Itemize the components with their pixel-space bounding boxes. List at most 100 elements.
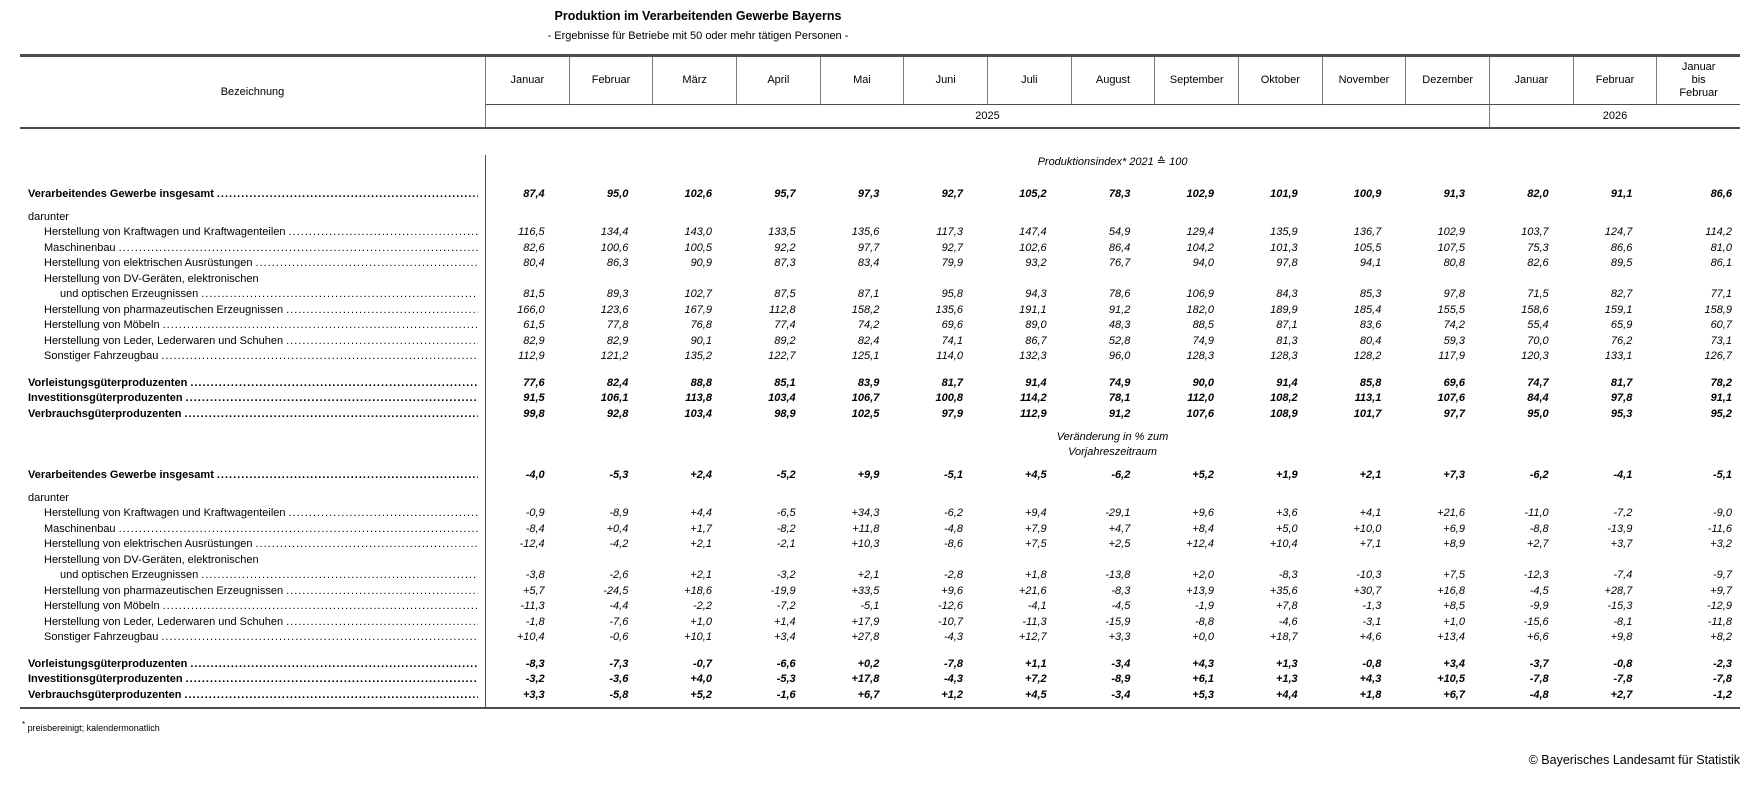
table-cell: -5,1 (860, 600, 880, 612)
table-cell: 88,5 (1192, 319, 1214, 331)
table-cell: +10,1 (684, 631, 712, 643)
table-cell: 61,5 (523, 319, 545, 331)
table-cell: 102,5 (851, 407, 880, 420)
row-label: Herstellung von elektrischen Ausrüstunge… (20, 256, 485, 272)
table-cell: 97,8 (1443, 288, 1465, 300)
row-label: Herstellung von Leder, Lederwaren und Sc… (20, 334, 485, 350)
table-cell: -1,2 (1713, 688, 1732, 701)
table-cell: 82,4 (857, 334, 880, 347)
table-cell: 77,8 (606, 319, 629, 331)
row-label: Investitionsgüterproduzenten (20, 391, 485, 407)
copyright-notice: © Bayerisches Landesamt für Statistik (1528, 753, 1740, 767)
table-cell: 158,9 (1704, 303, 1732, 316)
table-cell: 78,3 (1108, 188, 1131, 200)
table-cell: +4,4 (1275, 688, 1298, 701)
table-cell: +0,4 (606, 522, 629, 535)
table-cell: +5,7 (522, 584, 545, 597)
table-cell: +6,6 (1526, 631, 1549, 643)
table-cell: +4,5 (1024, 688, 1047, 701)
row-label-text: Verbrauchsgüterproduzenten (28, 407, 182, 420)
table-cell: 107,6 (1437, 392, 1465, 404)
table-cell: 82,7 (1610, 288, 1633, 300)
table-cell: 114,2 (1705, 226, 1732, 238)
row-label-text: Sonstiger Fahrzeugbau (44, 631, 159, 643)
table-cell: 117,9 (1438, 350, 1465, 362)
section-caption: Veränderung in % zum Vorjahreszeitraum (485, 430, 1740, 460)
table-cell: 82,9 (523, 334, 545, 347)
table-cell: -12,6 (937, 600, 963, 612)
table-cell: 69,6 (941, 319, 963, 331)
year-header-2025: 2025 (485, 105, 1489, 127)
table-cell: 91,1 (1710, 392, 1732, 404)
table-cell: 133,1 (1604, 350, 1633, 362)
dot-leader (163, 599, 478, 615)
table-cell: +13,9 (1186, 584, 1214, 597)
table-cell: -19,9 (770, 584, 796, 597)
table-cell: 121,2 (600, 350, 629, 362)
table-row: Sonstiger Fahrzeugbau +10,4 -0,6 +10,1 +3,4 +… (20, 630, 1740, 646)
table-cell: +2,0 (1192, 569, 1214, 581)
table-cell: -3,7 (1529, 657, 1549, 670)
table-cell: 81,7 (1610, 376, 1633, 389)
row-label-text: Investitionsgüterproduzenten (28, 392, 183, 404)
table-cell: -3,6 (609, 673, 629, 685)
table-cell: +1,8 (1359, 688, 1382, 701)
table-cell: 92,2 (774, 241, 796, 254)
row-label-text: Herstellung von Kraftwagen und Kraftwage… (44, 507, 286, 519)
dot-leader (286, 584, 478, 600)
table-cell: 95,8 (941, 288, 963, 300)
table-cell: 78,1 (1108, 392, 1131, 404)
table-cell: +1,3 (1275, 657, 1298, 670)
dot-leader (286, 615, 478, 631)
dot-leader (256, 537, 478, 553)
row-label: Herstellung von DV-Geräten, elektronisch… (20, 272, 485, 288)
dot-leader (256, 256, 478, 272)
table-cell: 59,3 (1443, 334, 1465, 347)
table-cell: -5,1 (1713, 469, 1732, 481)
table-cell: 106,9 (1186, 288, 1214, 300)
table-cell: +10,3 (851, 538, 880, 550)
table-cell: -29,1 (1105, 507, 1131, 519)
table-cell: +8,5 (1443, 600, 1465, 612)
table-cell: 80,8 (1443, 257, 1465, 269)
table-cell: 100,5 (684, 241, 712, 254)
table-cell: -6,2 (1529, 469, 1549, 481)
table-cell: 133,5 (768, 226, 796, 238)
table-cell: 81,7 (941, 376, 963, 389)
table-cell: +1,9 (1275, 469, 1298, 481)
table-cell: +3,3 (1108, 631, 1131, 643)
table-cell: 55,4 (1527, 319, 1549, 331)
table-cell: -8,9 (609, 507, 629, 519)
table-cell: +5,2 (690, 688, 712, 701)
table-cell: -4,2 (609, 538, 629, 550)
table-cell: -12,4 (519, 538, 545, 550)
row-label: Herstellung von DV-Geräten, elektronisch… (20, 553, 485, 569)
table-cell: +3,3 (522, 688, 545, 701)
table-cell: -8,3 (1278, 569, 1298, 581)
table-cell: -0,8 (1362, 657, 1382, 670)
table-cell: +8,4 (1192, 522, 1214, 535)
table-cell: -11,3 (1022, 615, 1047, 628)
table-cell: +1,0 (1443, 615, 1465, 628)
table-cell: 60,7 (1710, 319, 1732, 331)
table-cell: 132,3 (1019, 350, 1047, 362)
table-cell: 167,9 (684, 303, 712, 316)
table-cell: 103,4 (684, 407, 712, 420)
table-cell: 122,7 (768, 350, 796, 362)
table-cell: +34,3 (851, 507, 880, 519)
table-cell: 71,5 (1527, 288, 1549, 300)
table-row: Herstellung von Leder, Lederwaren und Sc… (20, 615, 1740, 631)
table-cell: 102,6 (684, 188, 712, 200)
table-cell: 158,6 (1521, 303, 1549, 316)
table-cell: -3,1 (1362, 615, 1382, 628)
table-cell: -7,8 (1713, 673, 1732, 685)
table-cell: -5,1 (944, 469, 963, 481)
table-cell: 91,5 (523, 392, 545, 404)
table-cell: 54,9 (1108, 226, 1131, 238)
row-label-text: darunter (28, 491, 69, 504)
table-cell: 87,3 (774, 257, 796, 269)
column-header-month: Mai (819, 57, 904, 105)
table-cell: 100,9 (1353, 188, 1382, 200)
table-cell: +18,6 (684, 584, 712, 597)
